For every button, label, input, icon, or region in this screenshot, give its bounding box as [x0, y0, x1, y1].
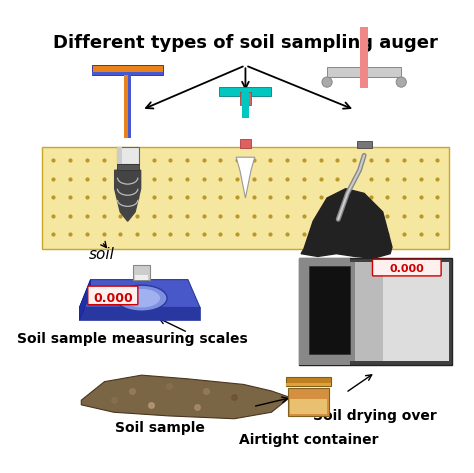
- Text: Soil sample: Soil sample: [115, 420, 205, 435]
- Text: Different types of soil sampling auger: Different types of soil sampling auger: [53, 34, 438, 52]
- Bar: [92, 65, 163, 75]
- Polygon shape: [80, 280, 200, 307]
- FancyBboxPatch shape: [373, 259, 441, 276]
- Bar: [133, 265, 150, 280]
- Bar: [219, 87, 272, 96]
- Bar: [288, 388, 329, 416]
- Bar: [92, 72, 163, 75]
- Polygon shape: [80, 307, 200, 320]
- Text: Airtight container: Airtight container: [239, 433, 378, 447]
- Text: 0.000: 0.000: [390, 264, 424, 274]
- Text: Soil sample measuring scales: Soil sample measuring scales: [17, 333, 248, 347]
- Text: 0.000: 0.000: [93, 292, 133, 305]
- Ellipse shape: [396, 77, 406, 87]
- Bar: [309, 266, 350, 354]
- Bar: [303, 262, 448, 361]
- Bar: [299, 258, 350, 365]
- Text: soil: soil: [89, 247, 115, 262]
- Bar: [240, 92, 251, 105]
- Bar: [383, 262, 448, 361]
- Bar: [117, 147, 139, 164]
- Polygon shape: [301, 189, 392, 258]
- Bar: [240, 139, 251, 148]
- Bar: [117, 147, 122, 164]
- Text: Soil drying over: Soil drying over: [313, 410, 437, 423]
- Bar: [128, 75, 131, 138]
- Bar: [117, 164, 139, 170]
- Bar: [135, 275, 148, 280]
- FancyBboxPatch shape: [88, 286, 138, 305]
- Bar: [360, 27, 368, 88]
- Ellipse shape: [322, 77, 332, 87]
- Ellipse shape: [116, 285, 167, 311]
- Polygon shape: [81, 375, 290, 419]
- Bar: [242, 88, 249, 118]
- Bar: [357, 140, 372, 148]
- Polygon shape: [115, 170, 141, 221]
- Bar: [290, 399, 327, 414]
- Ellipse shape: [123, 289, 160, 307]
- Bar: [286, 377, 331, 386]
- Bar: [286, 384, 331, 386]
- Bar: [327, 67, 401, 78]
- Bar: [355, 262, 448, 361]
- Bar: [42, 147, 448, 249]
- Bar: [124, 75, 128, 138]
- Polygon shape: [236, 157, 255, 198]
- Bar: [299, 258, 452, 365]
- Polygon shape: [80, 280, 91, 320]
